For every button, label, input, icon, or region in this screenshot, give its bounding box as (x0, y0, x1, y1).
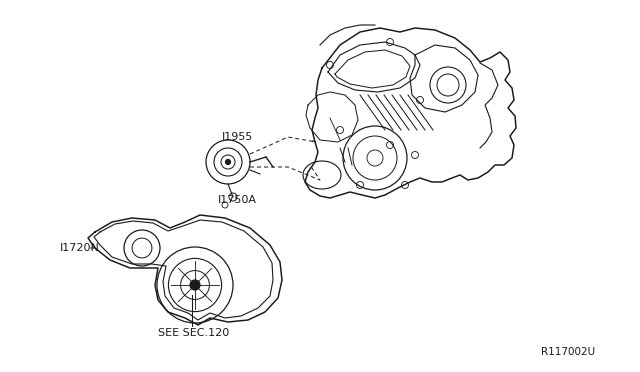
Text: R117002U: R117002U (541, 347, 595, 357)
Text: I1720N: I1720N (60, 243, 100, 253)
Circle shape (225, 160, 230, 164)
Text: I1955: I1955 (222, 132, 253, 142)
Text: SEE SEC.120: SEE SEC.120 (158, 328, 229, 338)
Text: I1750A: I1750A (218, 195, 257, 205)
Circle shape (190, 280, 200, 290)
